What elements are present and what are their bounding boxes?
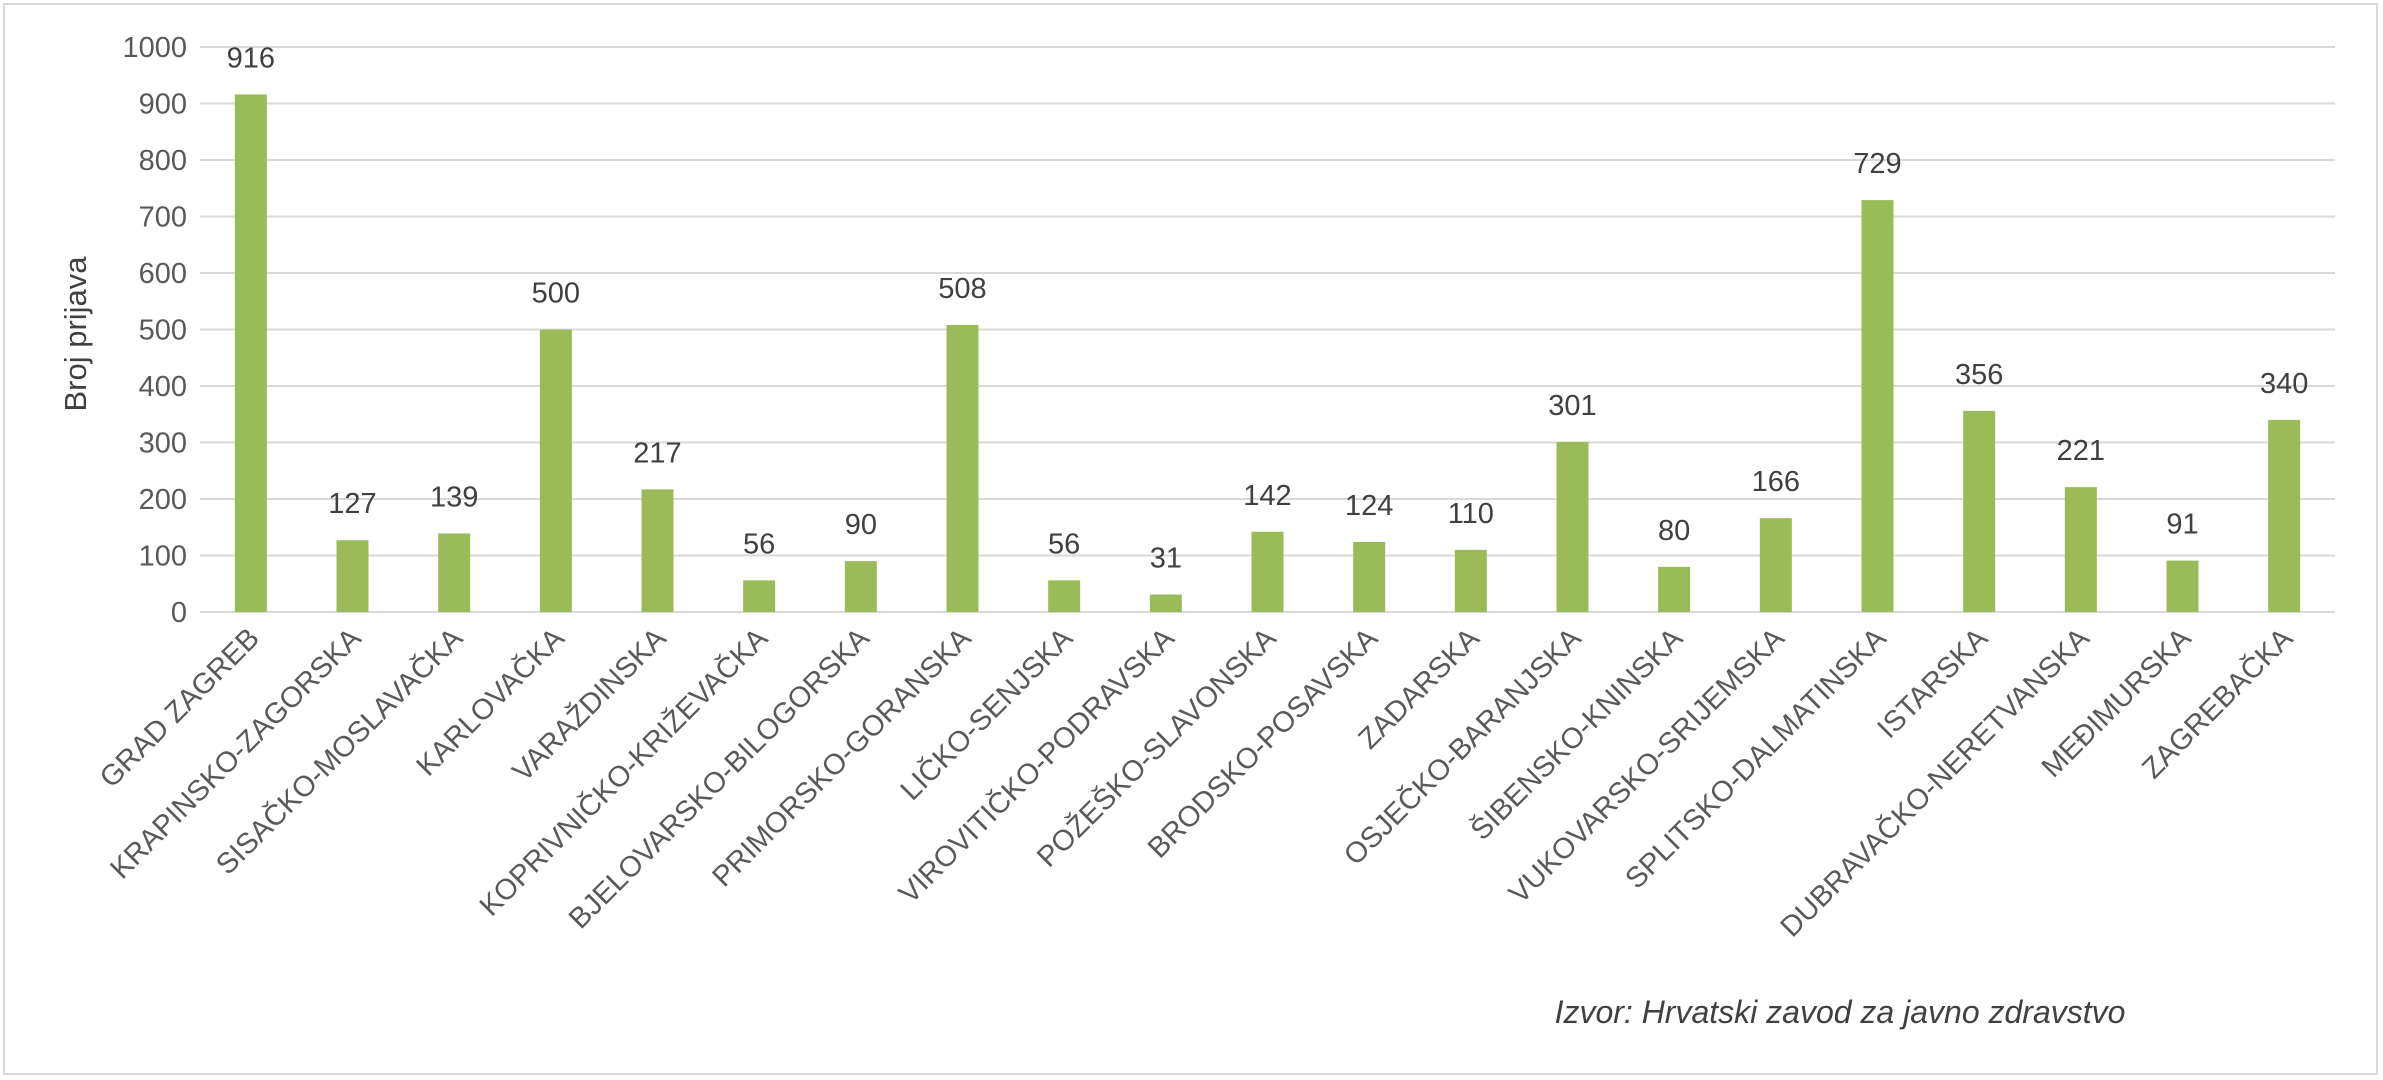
- data-label: 91: [2166, 509, 2198, 541]
- x-axis-ticks: GRAD ZAGREBKRAPINSKO-ZAGORSKASISAČKO-MOS…: [94, 620, 2300, 943]
- bar: [1658, 566, 1691, 612]
- bar: [1556, 441, 1589, 612]
- data-labels: 916 127 139 500 217 56 90 508 56 31 142 124 110 301 80…: [227, 42, 2309, 574]
- data-label: 142: [1243, 480, 1291, 512]
- data-label: 217: [633, 437, 681, 469]
- bar: [1251, 531, 1284, 612]
- bar: [1759, 518, 1792, 612]
- data-label: 356: [1955, 359, 2003, 391]
- data-label: 221: [2057, 435, 2105, 467]
- data-label: 139: [430, 481, 478, 513]
- y-tick-label: 0: [171, 597, 187, 629]
- bar: [1353, 541, 1386, 612]
- bar: [539, 329, 572, 612]
- data-label: 110: [1448, 498, 1494, 530]
- y-tick-label: 300: [139, 428, 187, 460]
- y-tick-label: 100: [139, 541, 187, 573]
- bars: [234, 94, 2301, 613]
- y-tick-label: 1000: [122, 32, 187, 64]
- data-label: 56: [1048, 528, 1080, 560]
- data-label: 729: [1853, 148, 1901, 180]
- y-tick-label: 500: [139, 315, 187, 347]
- bar: [234, 94, 267, 612]
- data-label: 31: [1150, 542, 1182, 574]
- data-label: 301: [1548, 390, 1596, 422]
- y-tick-label: 600: [139, 258, 187, 290]
- data-label: 500: [532, 278, 580, 310]
- data-label: 508: [938, 273, 986, 305]
- x-tick-label: LIČKO-SENJSKA: [893, 620, 1079, 806]
- data-label: 56: [743, 528, 775, 560]
- data-label: 127: [328, 488, 376, 520]
- bar: [844, 561, 877, 612]
- y-tick-label: 900: [139, 89, 187, 121]
- data-label: 124: [1345, 490, 1393, 522]
- data-label: 80: [1658, 515, 1690, 547]
- data-label: 166: [1752, 466, 1800, 498]
- bar: [1454, 549, 1487, 612]
- bar: [946, 324, 979, 612]
- gridlines: [200, 46, 2335, 613]
- data-label: 90: [845, 509, 877, 541]
- y-tick-label: 400: [139, 371, 187, 403]
- bar: [641, 489, 674, 612]
- data-label: 340: [2260, 368, 2308, 400]
- bar: [336, 540, 369, 612]
- data-label: 916: [227, 42, 275, 74]
- bar: [2064, 487, 2097, 612]
- y-tick-label: 800: [139, 145, 187, 177]
- bar: [438, 533, 471, 612]
- y-tick-label: 200: [139, 484, 187, 516]
- bar: [1048, 580, 1081, 612]
- bar: [743, 580, 776, 612]
- y-tick-label: 700: [139, 202, 187, 234]
- bar: [1861, 200, 1894, 613]
- y-axis-ticks: 0 100 200 300 400 500 600 700 800 900 1000: [122, 32, 187, 629]
- y-axis-label: Broj prijava: [58, 256, 93, 412]
- bar: [2166, 560, 2199, 612]
- source-note: Izvor: Hrvatski zavod za javno zdravstvo: [1554, 994, 2126, 1030]
- bar: [1149, 594, 1182, 612]
- bar: [1963, 410, 1996, 612]
- bar: [2268, 419, 2301, 612]
